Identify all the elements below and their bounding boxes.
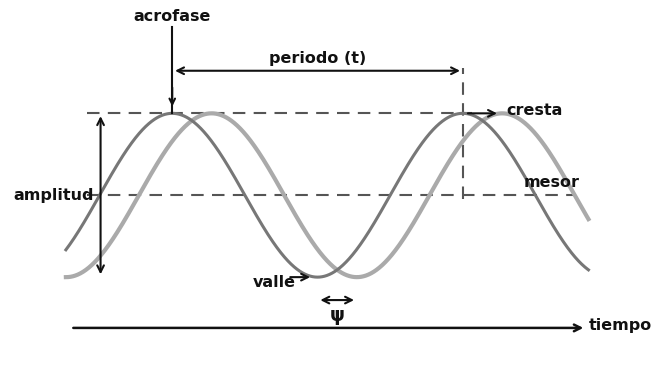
Text: valle: valle — [253, 275, 296, 290]
Text: ψ: ψ — [330, 306, 345, 325]
Text: mesor: mesor — [523, 175, 579, 189]
Text: acrofase: acrofase — [133, 9, 211, 24]
Text: tiempo: tiempo — [589, 318, 651, 333]
Text: periodo (t): periodo (t) — [269, 51, 366, 66]
Text: cresta: cresta — [507, 103, 563, 118]
Text: amplitud: amplitud — [13, 188, 94, 203]
